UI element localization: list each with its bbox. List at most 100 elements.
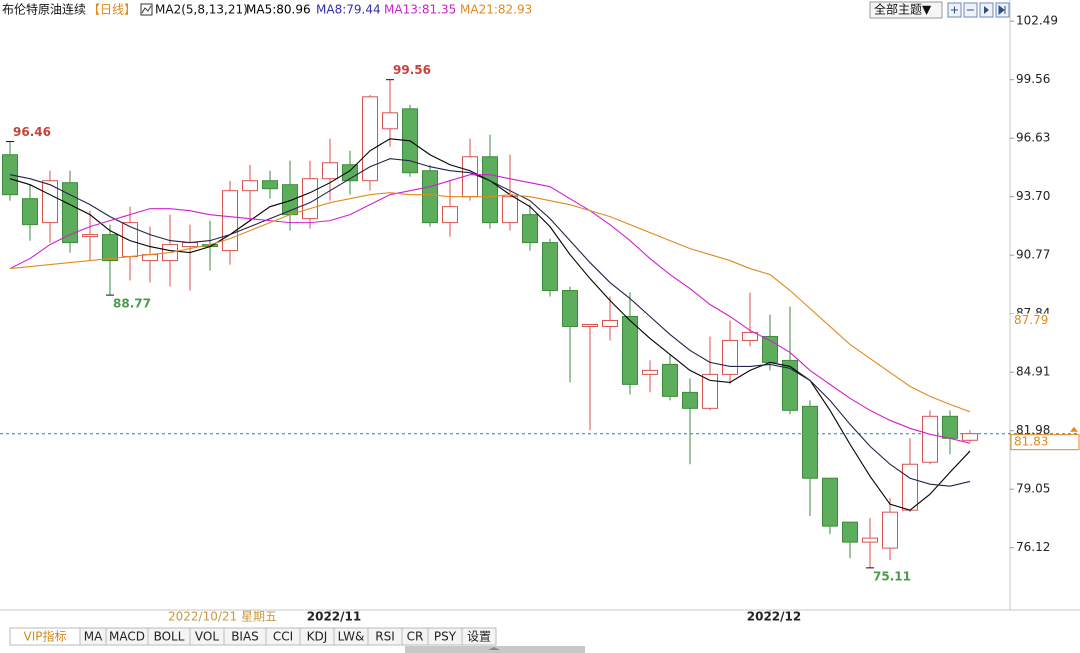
y-tick-label: 79.05	[1016, 482, 1050, 496]
candle-body	[522, 214, 538, 244]
legend-entry: MA21:82.93	[460, 3, 532, 17]
candle-body	[642, 369, 658, 375]
candle	[82, 210, 98, 261]
tab-label: BIAS	[231, 630, 259, 644]
candle-body	[882, 511, 898, 549]
candle	[802, 400, 818, 517]
theme-button[interactable]	[869, 1, 943, 19]
candle	[582, 323, 598, 431]
candle-body	[562, 290, 578, 327]
theme-button-label: 全部主题▼	[874, 2, 932, 17]
tab-label: CR	[407, 630, 424, 644]
candle	[702, 336, 718, 411]
tab-label: PSY	[434, 630, 457, 644]
candle-body	[622, 315, 638, 385]
y-tick-label: 84.91	[1016, 365, 1050, 379]
tool-icon	[951, 6, 958, 14]
candle	[462, 138, 478, 201]
candle	[102, 224, 118, 296]
candle	[262, 170, 278, 199]
indicator-icon-line	[141, 5, 152, 14]
candle-body	[262, 180, 278, 190]
candle-body	[122, 222, 138, 258]
candle	[662, 354, 678, 401]
price-box	[1010, 434, 1080, 451]
y-tick-label: 102.49	[1016, 14, 1058, 28]
tab-label: MA	[84, 630, 103, 644]
annotation-label: 75.11	[873, 569, 911, 583]
candle	[22, 184, 38, 241]
candle-body	[782, 359, 798, 411]
candle	[842, 521, 858, 559]
candle	[362, 94, 378, 191]
candle	[922, 410, 938, 465]
tab-label: VIP指标	[24, 629, 67, 644]
annotation-label: 96.46	[13, 125, 51, 139]
y-tick-label: 90.77	[1016, 248, 1050, 262]
candle	[862, 518, 878, 568]
candle-body	[322, 162, 338, 180]
candle-body	[542, 242, 558, 292]
candle	[482, 134, 498, 229]
candle	[502, 154, 518, 231]
candle-body	[822, 477, 838, 527]
y-tick-label: 93.70	[1016, 189, 1050, 203]
indicator-icon[interactable]	[140, 3, 153, 16]
candle	[642, 360, 658, 393]
price-arrow	[1070, 426, 1078, 432]
candle	[622, 292, 638, 395]
candle-body	[962, 433, 978, 441]
y-tick-label: 76.12	[1016, 540, 1050, 554]
legend-entry: MA13:81.35	[384, 3, 456, 17]
price-mark-label: 87.79	[1014, 313, 1048, 327]
candle-body	[602, 319, 618, 327]
candle	[522, 204, 538, 251]
candle-body	[182, 242, 198, 248]
candle-body	[582, 323, 598, 327]
candle-body	[442, 206, 458, 224]
candle-body	[102, 234, 118, 262]
candle-body	[362, 96, 378, 182]
candle	[822, 477, 838, 535]
ma-line	[9, 192, 971, 413]
candle-body	[422, 170, 438, 224]
candle	[442, 180, 458, 237]
candle	[682, 378, 698, 465]
candle-body	[842, 521, 858, 543]
tab-label: CCI	[273, 630, 293, 644]
indicator: MA2(5,8,13,21)	[155, 3, 248, 17]
cursor-date: 2022/10/21 星期五	[168, 610, 277, 624]
candle	[382, 79, 398, 147]
tab-label: BOLL	[154, 630, 185, 644]
candle-body	[502, 196, 518, 224]
y-tick-label: 99.56	[1016, 72, 1050, 86]
candle	[302, 160, 318, 229]
candle-body	[722, 339, 738, 375]
candle	[242, 164, 258, 221]
price-mark-label: 81.83	[1014, 435, 1048, 449]
tool-icon	[998, 4, 1006, 16]
candle-body	[222, 190, 238, 252]
candle	[62, 170, 78, 253]
legend-entry: MA5:80.96	[246, 3, 311, 17]
candle-body	[62, 182, 78, 244]
tab-label: LW&	[338, 630, 365, 644]
tab[interactable]	[461, 627, 497, 646]
candle-body	[922, 415, 938, 463]
tool-buttons	[947, 2, 1010, 18]
candle	[742, 292, 758, 347]
price-mark-bg	[1011, 313, 1079, 328]
candle-body	[702, 373, 718, 409]
candle	[962, 430, 978, 443]
candle-body	[302, 178, 318, 220]
chart-title: 布伦特原油连续	[2, 2, 86, 17]
candle	[882, 498, 898, 561]
candle	[422, 164, 438, 227]
candle	[542, 238, 558, 297]
candle	[782, 306, 798, 415]
tab-label: MACD	[109, 630, 145, 644]
candle-body	[662, 363, 678, 397]
candle	[562, 286, 578, 383]
